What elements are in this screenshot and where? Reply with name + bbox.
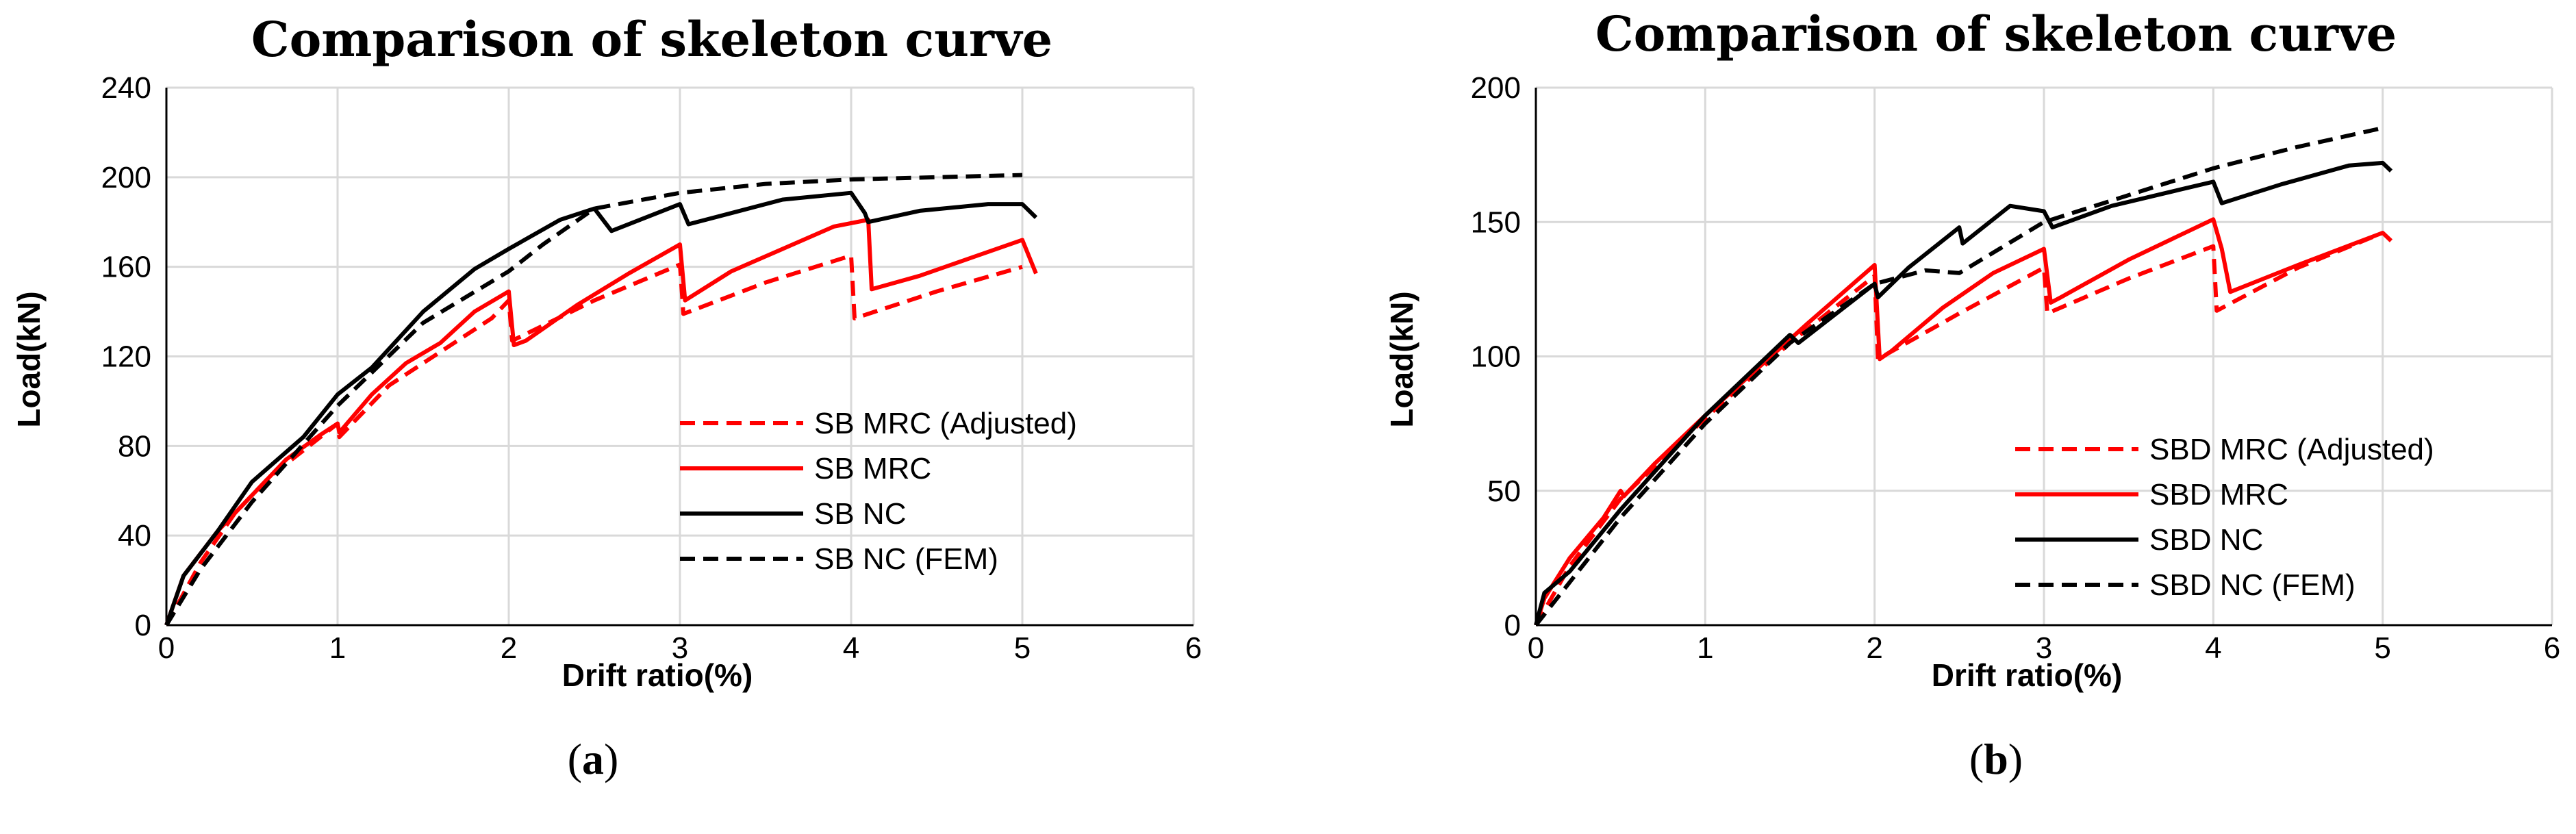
- chart-a-series-2-line: [164, 218, 1038, 626]
- chart-a-ytick-label: 40: [118, 519, 151, 553]
- chart-a-xtick-label: 1: [329, 631, 346, 665]
- chart-a-ytick-label: 200: [101, 161, 151, 194]
- chart-b-title: Comparison of skeleton curve: [1595, 5, 2397, 62]
- chart-b-ytick-label: 100: [1471, 340, 1521, 374]
- chart-a-ylabel: Load(kN): [11, 291, 47, 427]
- chart-b-xtick-label: 5: [2374, 631, 2390, 665]
- chart-b-grid: [1536, 86, 2553, 625]
- chart-a-series-4-line: [164, 173, 1023, 627]
- chart-b-xlabel: Drift ratio(%): [1932, 657, 2123, 693]
- chart-b-ylabel: Load(kN): [1384, 291, 1419, 427]
- chart-b-xtick-label: 1: [1697, 631, 1713, 665]
- chart-a-ytick-label: 0: [135, 609, 151, 642]
- chart-b-caption: (b): [1969, 735, 2023, 783]
- chart-a-xtick-label: 2: [501, 631, 517, 665]
- chart-a-xtick-label: 4: [843, 631, 859, 665]
- chart-a-grid: [166, 86, 1195, 625]
- chart-a-series-3-line: [164, 190, 1038, 626]
- chart-a-xlabel: Drift ratio(%): [562, 657, 753, 693]
- chart-a-caption: (a): [568, 735, 619, 783]
- chart-b-ytick-label: 150: [1471, 205, 1521, 239]
- chart-b-ytick-label: 200: [1471, 71, 1521, 105]
- chart-b: Comparison of skeleton curve Load(kN) Dr…: [1384, 5, 2560, 783]
- chart-a-ytick-label: 120: [101, 340, 151, 374]
- chart-b-series-2-line: [1534, 217, 2393, 626]
- chart-b-legend-label: SBD NC: [2149, 523, 2263, 557]
- chart-b-legend: SBD MRC (Adjusted) SBD MRC SBD NC SBD NC (F…: [2015, 433, 2434, 602]
- chart-a-ytick-label: 160: [101, 251, 151, 284]
- chart-a-caption-letter: a: [582, 735, 604, 783]
- chart-a-legend-label: SB MRC: [814, 452, 931, 485]
- chart-a-legend-label: SB MRC (Adjusted): [814, 407, 1077, 440]
- chart-a-legend-label: SB NC (FEM): [814, 542, 998, 576]
- chart-a: Comparison of skeleton curve Load(kN) Dr…: [11, 11, 1202, 783]
- chart-b-ytick-label: 50: [1487, 475, 1521, 508]
- chart-a-xtick-label: 3: [672, 631, 688, 665]
- chart-b-legend-label: SBD MRC: [2149, 478, 2288, 511]
- chart-b-legend-label: SBD MRC (Adjusted): [2149, 433, 2434, 466]
- chart-b-xtick-label: 3: [2036, 631, 2052, 665]
- chart-b-xtick-label: 0: [1528, 631, 1544, 665]
- chart-a-xtick-label: 6: [1185, 631, 1202, 665]
- chart-b-ytick-label: 0: [1504, 609, 1521, 642]
- chart-a-ytick-label: 80: [118, 429, 151, 463]
- chart-b-xtick-label: 6: [2544, 631, 2560, 665]
- chart-a-legend: SB MRC (Adjusted) SB MRC SB NC SB NC (FEM): [680, 407, 1077, 576]
- chart-a-ytick-label: 240: [101, 71, 151, 105]
- chart-b-xtick-label: 4: [2205, 631, 2221, 665]
- chart-b-series-1-line: [1534, 231, 2384, 627]
- chart-a-legend-label: SB NC: [814, 497, 906, 531]
- chart-b-legend-label: SBD NC (FEM): [2149, 568, 2356, 602]
- chart-b-series-4-line: [1534, 125, 2384, 627]
- chart-a-xtick-label: 0: [158, 631, 175, 665]
- chart-b-series-3-line: [1534, 160, 2393, 626]
- chart-b-caption-letter: b: [1984, 735, 2008, 783]
- chart-a-xtick-label: 5: [1014, 631, 1031, 665]
- chart-b-xtick-label: 2: [1866, 631, 1882, 665]
- chart-a-title: Comparison of skeleton curve: [251, 11, 1052, 68]
